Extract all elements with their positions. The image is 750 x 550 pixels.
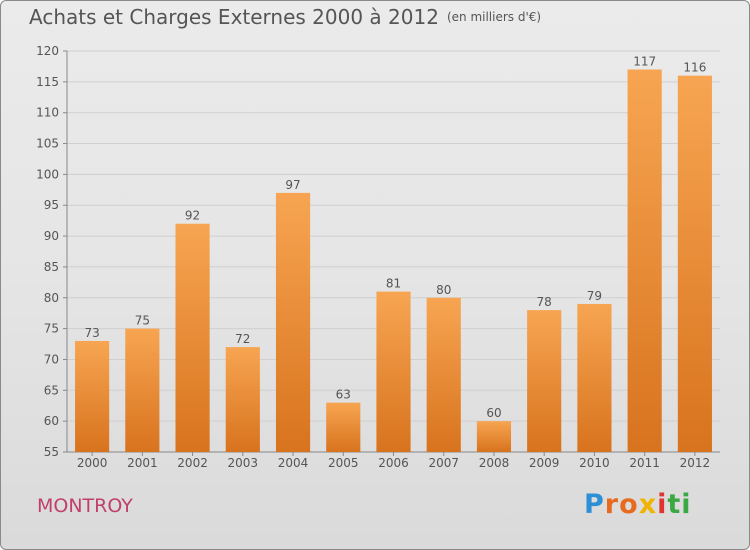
chart-title-unit: (en milliers d'€) [446, 10, 542, 24]
x-tick-label: 2003 [228, 456, 259, 470]
data-label-2005: 63 [336, 388, 351, 402]
x-tick-label: 2005 [328, 456, 359, 470]
x-tick-label: 2010 [579, 456, 610, 470]
bar-2010 [577, 303, 612, 452]
x-tick-label: 2002 [177, 456, 208, 470]
y-tick-label: 115 [36, 75, 59, 89]
bars [75, 69, 712, 452]
data-label-2003: 72 [235, 332, 250, 346]
bar-2004 [275, 192, 311, 452]
bar-2000 [75, 340, 110, 452]
x-tick-label: 2004 [278, 456, 309, 470]
data-label-2002: 92 [185, 209, 200, 223]
y-tick-label: 85 [44, 260, 59, 274]
y-tick-label: 55 [44, 445, 59, 459]
chart-title: Achats et Charges Externes 2000 à 2012 (e… [29, 5, 541, 29]
bar-2001 [125, 328, 160, 452]
y-tick-label: 70 [44, 352, 59, 366]
y-tick-label: 120 [36, 44, 59, 58]
x-tick-label: 2007 [428, 456, 459, 470]
bar-2003 [225, 347, 260, 452]
bar-2008 [476, 421, 512, 452]
bar-2005 [326, 402, 361, 452]
bar-2011 [627, 69, 662, 452]
bar-2007 [426, 297, 461, 452]
x-tick-label: 2012 [680, 456, 711, 470]
town-name: MONTROY [37, 495, 133, 517]
data-labels: 73 75 92 72 97 63 81 80 60 78 79 117 116 [84, 55, 706, 421]
x-tick-label: 2001 [127, 456, 158, 470]
y-tick-label: 60 [44, 414, 59, 428]
bar-2012 [677, 75, 712, 452]
data-label-2008: 60 [486, 406, 501, 420]
data-label-2007: 80 [436, 283, 451, 297]
data-label-2011: 117 [633, 55, 656, 69]
y-tick-label: 105 [36, 137, 59, 151]
x-tick-label: 2011 [629, 456, 660, 470]
y-tick-label: 95 [44, 198, 59, 212]
data-label-2009: 78 [537, 295, 552, 309]
proxiti-logo: Proxiti [584, 489, 692, 520]
x-tick-label: 2009 [529, 456, 560, 470]
data-label-2006: 81 [386, 277, 401, 291]
x-tick-label: 2000 [77, 456, 108, 470]
bar-2006 [376, 291, 411, 452]
data-label-2000: 73 [84, 326, 99, 340]
bar-2009 [527, 310, 562, 452]
data-label-2001: 75 [135, 314, 150, 328]
chart-title-text: Achats et Charges Externes 2000 à 2012 [29, 5, 439, 29]
y-tick-label: 90 [44, 229, 59, 243]
y-tick-label: 75 [44, 322, 59, 336]
data-label-2010: 79 [587, 289, 602, 303]
y-tick-label: 100 [36, 167, 59, 181]
bar-2002 [175, 223, 210, 452]
data-label-2012: 116 [683, 61, 706, 75]
x-tick-label: 2008 [479, 456, 510, 470]
data-label-2004: 97 [285, 178, 300, 192]
y-tick-label: 110 [36, 106, 59, 120]
x-tick-label: 2006 [378, 456, 409, 470]
y-tick-label: 80 [44, 291, 59, 305]
y-tick-label: 65 [44, 383, 59, 397]
